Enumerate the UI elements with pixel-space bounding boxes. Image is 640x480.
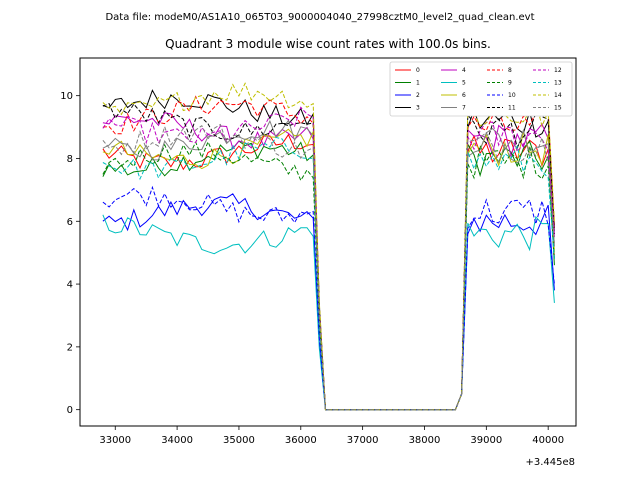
y-tick-label: 6	[67, 217, 73, 228]
chart-title: Quadrant 3 module wise count rates with …	[165, 37, 491, 51]
legend-label-3: 3	[416, 105, 420, 112]
x-tick-label: 37000	[347, 435, 379, 446]
y-tick-label: 0	[67, 405, 73, 416]
y-tick-label: 4	[67, 280, 73, 291]
legend-box	[389, 61, 573, 117]
y-tick-label: 2	[67, 342, 73, 353]
plot-area	[102, 82, 555, 411]
series-line-0	[102, 133, 555, 411]
legend-label-1: 1	[416, 80, 420, 87]
plot-frame	[79, 57, 577, 427]
legend-label-0: 0	[416, 67, 420, 74]
legend-label-5: 5	[462, 80, 466, 87]
series-line-6	[102, 128, 555, 411]
x-tick-label: 33000	[99, 435, 131, 446]
x-axis: 33000 34000 35000 36000 37000 38000 39000 40000	[99, 426, 564, 446]
legend-label-6: 6	[462, 92, 466, 99]
legend-label-13: 13	[554, 80, 562, 87]
series-line-7	[102, 119, 555, 411]
legend-label-7: 7	[462, 105, 466, 112]
legend-label-4: 4	[462, 67, 466, 74]
x-tick-label: 39000	[470, 435, 502, 446]
legend-label-12: 12	[554, 67, 562, 74]
series-line-12	[102, 106, 555, 411]
legend-label-14: 14	[554, 92, 562, 99]
legend-label-15: 15	[554, 105, 562, 112]
y-tick-label: 10	[60, 91, 73, 102]
y-tick-label: 8	[67, 154, 73, 165]
series-line-5	[102, 214, 555, 411]
legend-label-2: 2	[416, 92, 420, 99]
legend-label-9: 9	[508, 80, 512, 87]
x-offset-label: +3.445e8	[525, 457, 575, 468]
series-line-15	[102, 123, 555, 411]
series-line-2	[102, 193, 555, 411]
x-tick-label: 35000	[223, 435, 255, 446]
x-tick-label: 34000	[161, 435, 193, 446]
series-line-9	[102, 140, 555, 411]
chart-suptitle: Data file: modeM0/AS1A10_065T03_90000040…	[105, 12, 534, 23]
x-tick-label: 36000	[285, 435, 317, 446]
legend-label-11: 11	[508, 105, 516, 112]
series-line-13	[102, 136, 555, 411]
series-line-1	[102, 140, 555, 411]
legend-label-8: 8	[508, 67, 512, 74]
series-line-10	[102, 185, 555, 411]
x-tick-label: 38000	[409, 435, 441, 446]
y-axis: 0 2 4 6 8 10	[60, 91, 80, 416]
x-tick-label: 40000	[532, 435, 564, 446]
legend-label-10: 10	[508, 92, 516, 99]
